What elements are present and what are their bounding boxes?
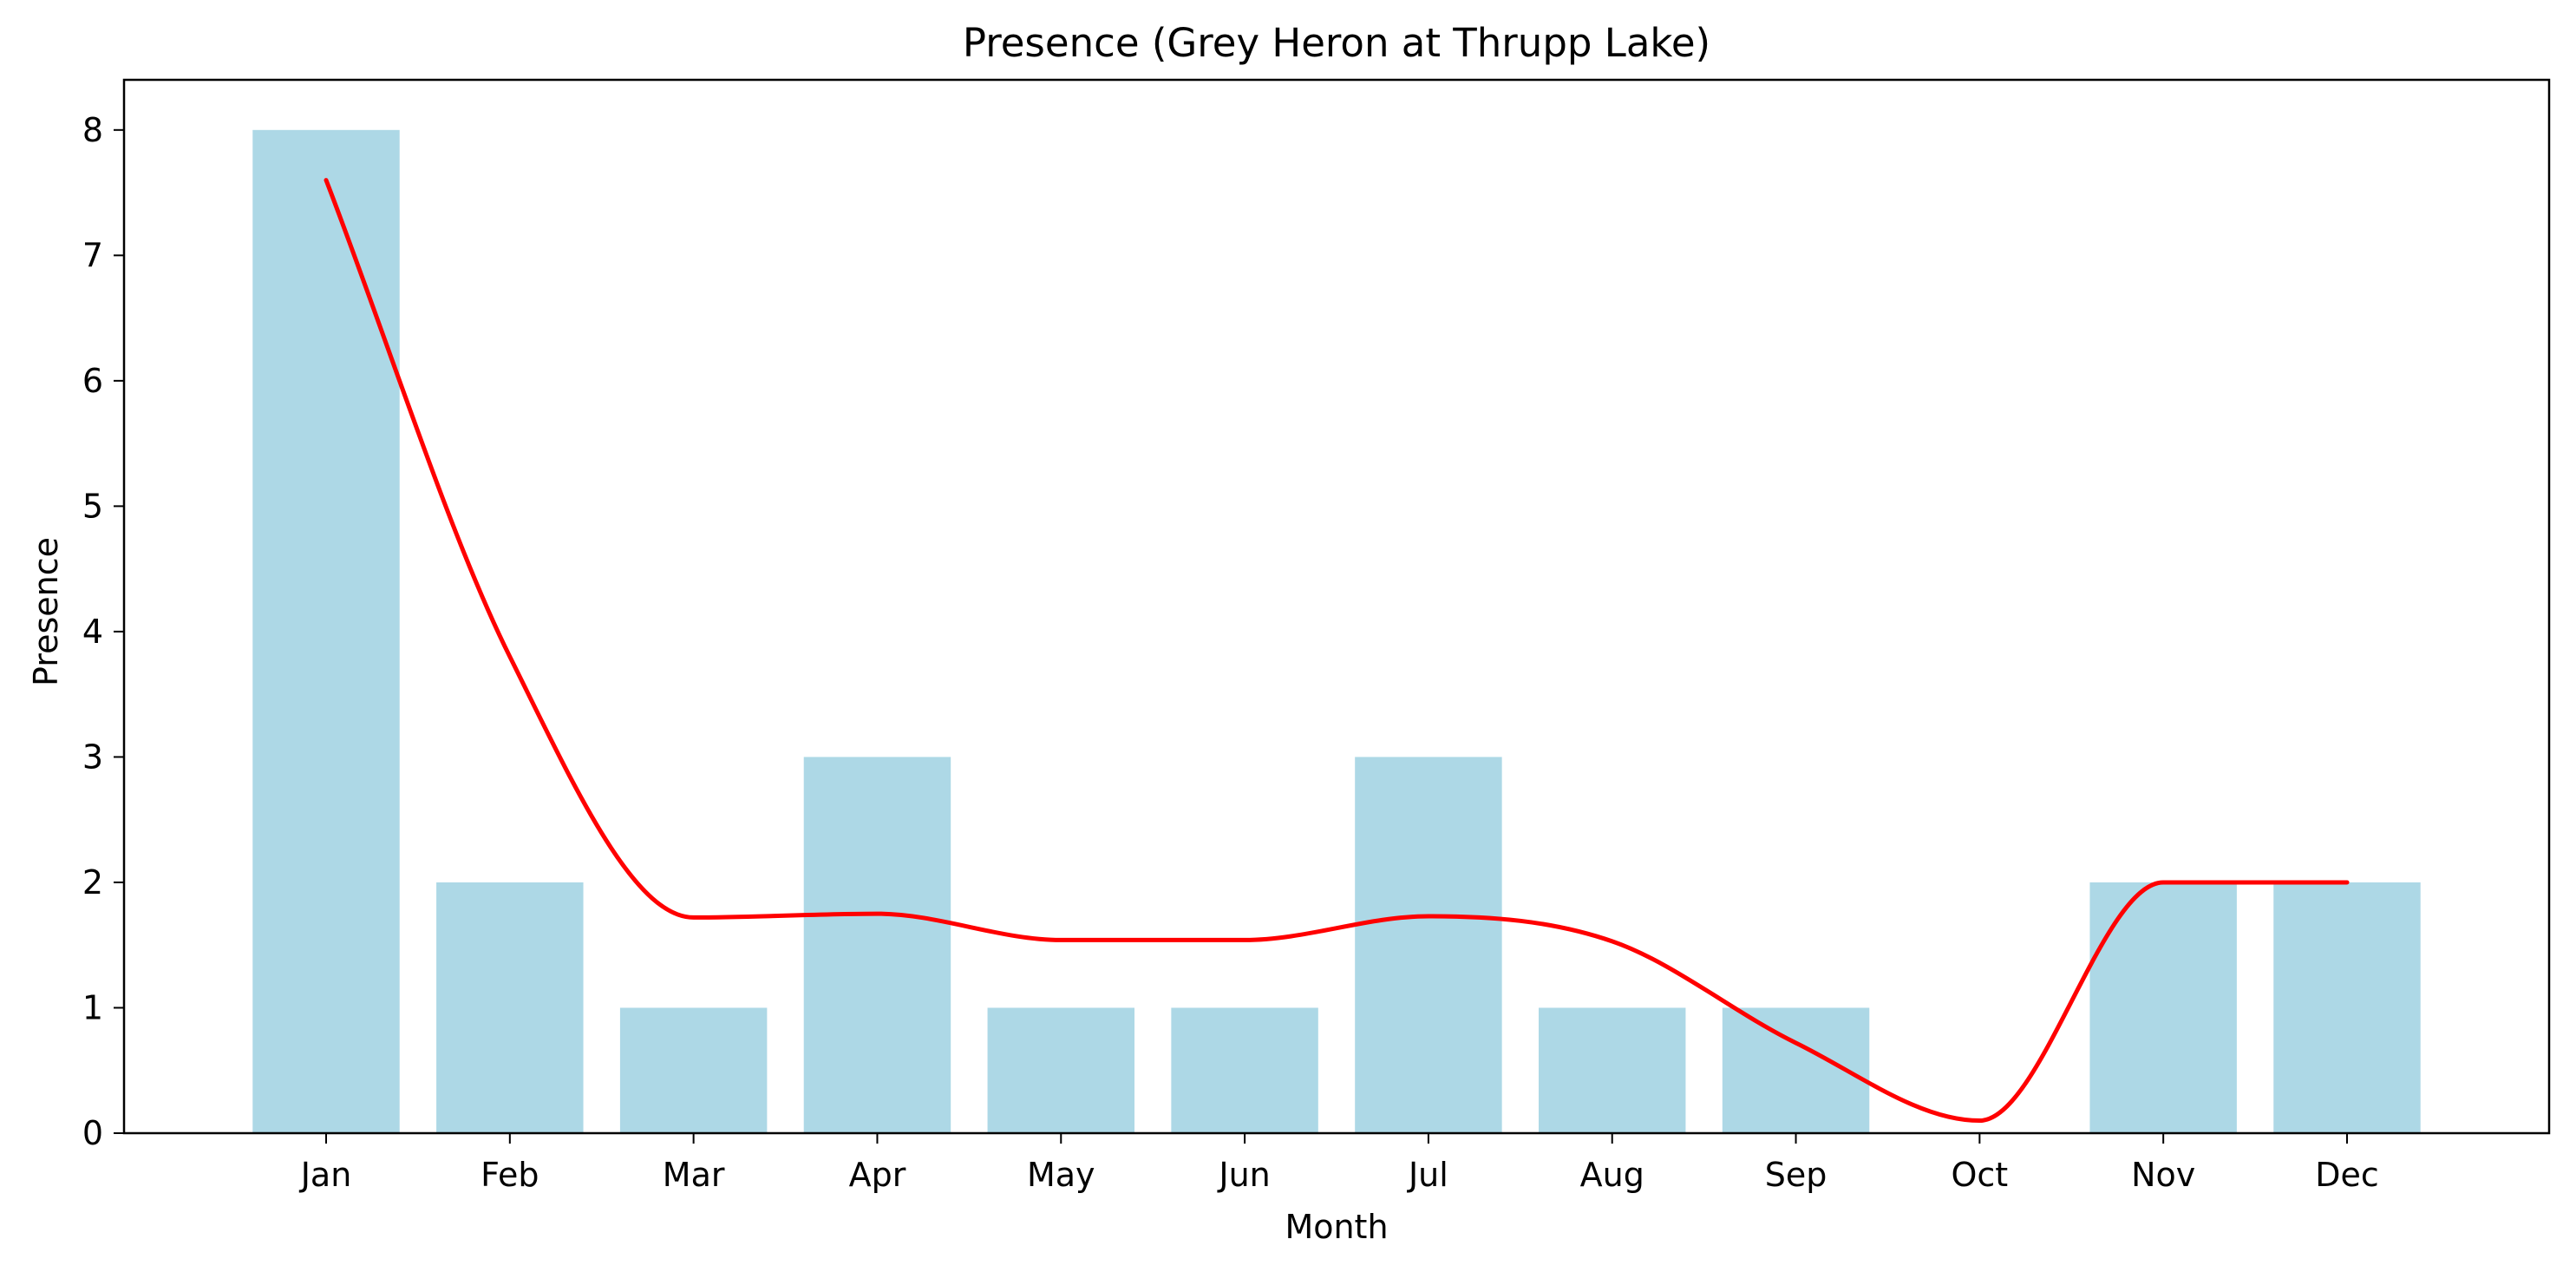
x-tick-label: Sep (1765, 1156, 1827, 1194)
x-tick-label: Jan (299, 1156, 352, 1194)
y-tick-label: 4 (82, 613, 103, 651)
x-tick-label: Aug (1580, 1156, 1644, 1194)
trend-line (324, 178, 2350, 1124)
y-tick-label: 8 (82, 111, 103, 149)
x-tick-label: Feb (481, 1156, 539, 1194)
y-tick-label: 1 (82, 988, 103, 1026)
bar-aug (1539, 1007, 1686, 1133)
bar-apr (803, 757, 951, 1133)
y-tick-label: 0 (82, 1114, 103, 1152)
bar-mar (619, 1007, 768, 1133)
y-tick-label: 3 (82, 738, 103, 776)
bar-jan (252, 129, 400, 1133)
x-axis-title: Month (1285, 1208, 1388, 1246)
plot-frame (122, 78, 2551, 1135)
y-axis-title: Presence (27, 537, 65, 686)
x-tick-label: Oct (1952, 1156, 2009, 1194)
x-tick-label: Mar (663, 1156, 725, 1194)
bar-jul (1355, 757, 1502, 1133)
y-tick-label: 6 (82, 362, 103, 400)
bars (252, 129, 2421, 1133)
x-axis: Jan Feb Mar Apr May Jun Jul Aug Sep Oct Nov Dec (299, 1133, 2379, 1194)
y-tick-label: 7 (82, 236, 103, 274)
bar-jun (1171, 1007, 1318, 1133)
x-tick-label: Apr (849, 1156, 906, 1194)
bar-nov (2089, 882, 2237, 1133)
x-tick-label: Nov (2131, 1156, 2195, 1194)
bar-feb (436, 882, 584, 1133)
y-axis: 0 1 2 3 4 5 6 7 8 (82, 111, 124, 1152)
y-tick-label: 5 (82, 487, 103, 525)
x-tick-label: May (1027, 1156, 1095, 1194)
bar-dec (2273, 882, 2421, 1133)
x-tick-label: Jul (1407, 1156, 1448, 1194)
x-tick-label: Dec (2315, 1156, 2379, 1194)
x-tick-label: Jun (1217, 1156, 1270, 1194)
bar-may (987, 1007, 1134, 1133)
y-tick-label: 2 (82, 863, 103, 902)
chart-title: Presence (Grey Heron at Thrupp Lake) (963, 20, 1710, 66)
